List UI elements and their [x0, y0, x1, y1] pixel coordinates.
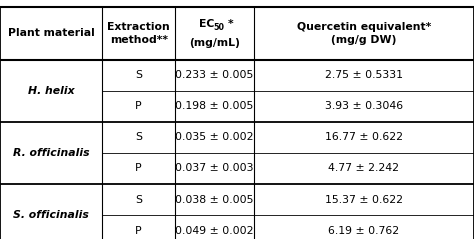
Text: 16.77 ± 0.622: 16.77 ± 0.622 [325, 132, 403, 142]
Text: 50: 50 [213, 23, 225, 32]
Text: *: * [228, 19, 233, 29]
Text: 0.049 ± 0.002: 0.049 ± 0.002 [175, 226, 254, 236]
Text: Extraction
method**: Extraction method** [107, 22, 170, 45]
Text: 15.37 ± 0.622: 15.37 ± 0.622 [325, 195, 403, 205]
Text: 0.233 ± 0.005: 0.233 ± 0.005 [175, 70, 254, 80]
Text: S. officinalis: S. officinalis [13, 210, 89, 220]
Text: S: S [135, 132, 142, 142]
Text: H. helix: H. helix [27, 86, 74, 96]
Text: S: S [135, 70, 142, 80]
Text: EC: EC [199, 19, 214, 29]
Text: Plant material: Plant material [8, 28, 94, 38]
Text: R. officinalis: R. officinalis [13, 148, 89, 158]
Text: P: P [136, 101, 142, 111]
Text: P: P [136, 226, 142, 236]
Text: P: P [136, 163, 142, 174]
Text: 3.93 ± 0.3046: 3.93 ± 0.3046 [325, 101, 403, 111]
Text: (mg/mL): (mg/mL) [189, 38, 240, 48]
Text: 0.038 ± 0.005: 0.038 ± 0.005 [175, 195, 254, 205]
Text: 0.198 ± 0.005: 0.198 ± 0.005 [175, 101, 254, 111]
Text: 4.77 ± 2.242: 4.77 ± 2.242 [328, 163, 399, 174]
Text: S: S [135, 195, 142, 205]
Text: 2.75 ± 0.5331: 2.75 ± 0.5331 [325, 70, 403, 80]
Text: 6.19 ± 0.762: 6.19 ± 0.762 [328, 226, 400, 236]
Text: 0.037 ± 0.003: 0.037 ± 0.003 [175, 163, 254, 174]
Text: 0.035 ± 0.002: 0.035 ± 0.002 [175, 132, 254, 142]
Text: Quercetin equivalent*
(mg/g DW): Quercetin equivalent* (mg/g DW) [297, 22, 431, 45]
